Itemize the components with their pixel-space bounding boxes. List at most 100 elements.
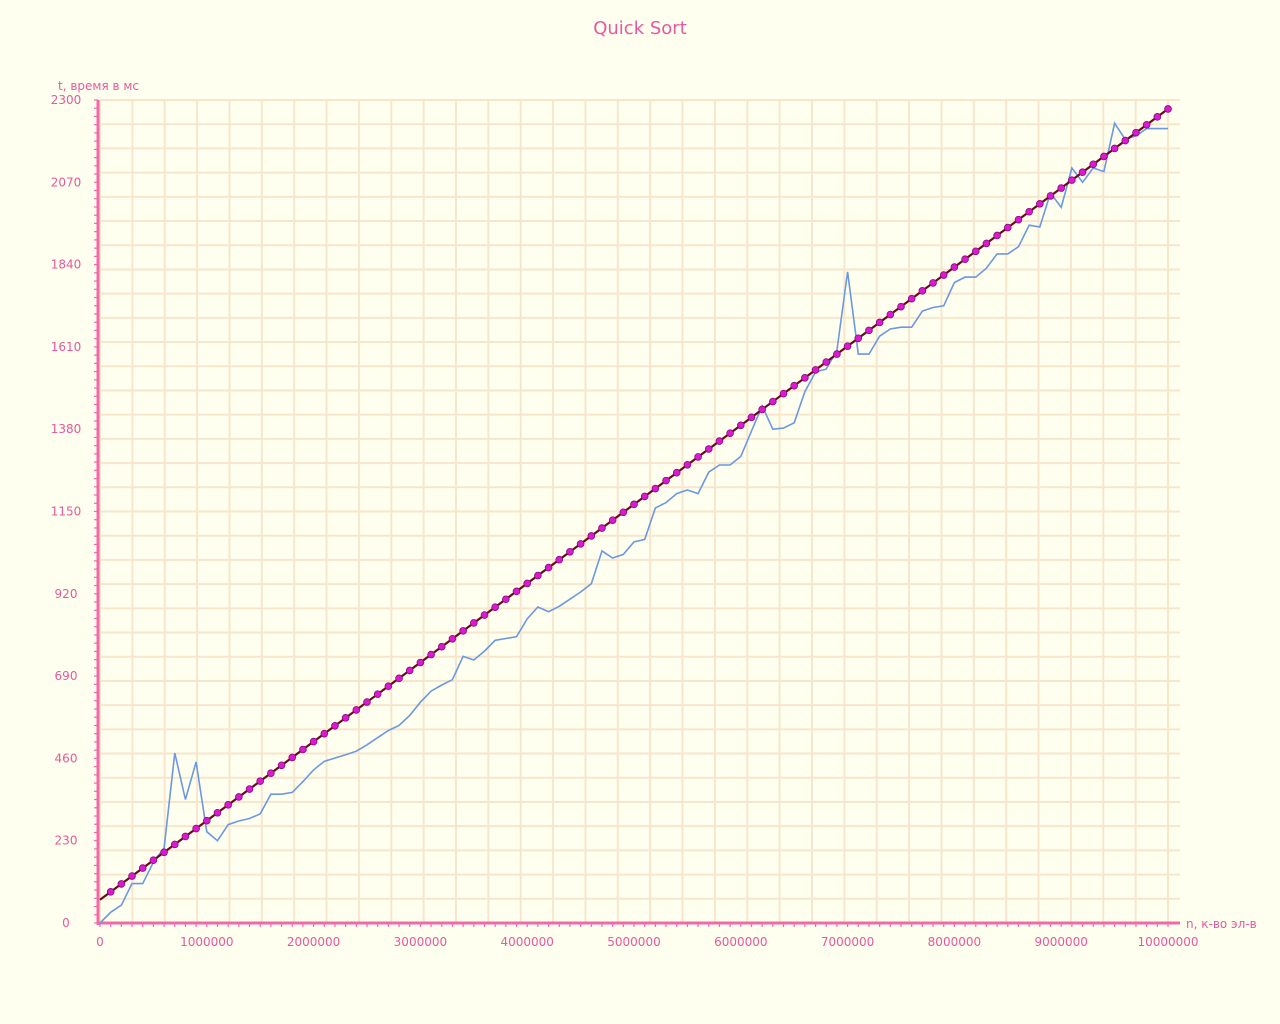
fit-marker-point xyxy=(117,880,126,888)
fit-marker-point xyxy=(405,666,414,675)
fit-marker-point xyxy=(128,872,136,880)
x-tick-label: 8000000 xyxy=(928,935,981,949)
fit-marker-point xyxy=(587,532,596,540)
fit-marker-point xyxy=(833,350,841,358)
fit-marker-point xyxy=(790,381,798,390)
y-tick-label: 1840 xyxy=(51,258,82,272)
fit-marker-point xyxy=(982,239,991,248)
fit-marker-point xyxy=(598,524,606,532)
fit-marker-point xyxy=(672,468,681,477)
x-tick-label: 0 xyxy=(96,935,104,949)
fit-marker-point xyxy=(512,587,521,596)
fit-marker-point xyxy=(907,294,916,303)
fit-marker-point xyxy=(203,816,211,825)
x-tick-label: 9000000 xyxy=(1034,935,1087,949)
fit-marker-point xyxy=(138,864,147,872)
y-axis-label: t, время в мс xyxy=(58,79,139,93)
fit-marker-point xyxy=(256,777,265,785)
fit-marker-point xyxy=(886,310,895,319)
fit-marker-point xyxy=(801,374,809,382)
fit-marker-point xyxy=(726,429,734,437)
fit-marker-point xyxy=(160,848,168,857)
fit-marker-point xyxy=(170,840,179,849)
fit-marker-point xyxy=(384,682,393,691)
y-tick-label: 230 xyxy=(55,834,78,848)
fit-marker-point xyxy=(320,729,329,738)
fit-marker-point xyxy=(1153,113,1162,121)
fit-marker-point xyxy=(523,579,531,588)
fit-marker-point xyxy=(715,437,724,445)
fit-marker-point xyxy=(491,603,499,611)
fit-marker-point xyxy=(1078,168,1087,177)
y-tick-label: 1380 xyxy=(51,422,82,436)
x-tick-label: 4000000 xyxy=(500,935,553,949)
y-tick-label: 0 xyxy=(62,916,70,930)
fit-marker-point xyxy=(683,461,692,469)
fit-marker-point xyxy=(341,714,350,722)
fit-marker-point xyxy=(149,856,158,865)
y-tick-label: 1610 xyxy=(51,340,82,354)
fit-marker-point xyxy=(1014,215,1023,224)
y-tick-label: 2070 xyxy=(51,175,82,189)
fit-marker-point xyxy=(1068,176,1076,184)
fit-marker-point xyxy=(309,737,318,746)
fit-marker-point xyxy=(299,745,307,754)
axes: 0 230 460 690 920 1150 1380 1610 1840 2070 2300 0 10… xyxy=(51,93,1199,949)
fit-marker-point xyxy=(106,888,115,896)
fit-marker-point xyxy=(192,824,200,833)
fit-marker-point xyxy=(277,761,286,770)
x-tick-label: 3000000 xyxy=(394,935,447,949)
fit-marker-point xyxy=(779,389,788,398)
fit-marker-point xyxy=(245,785,254,793)
fit-marker-point xyxy=(235,793,243,801)
fit-marker-point xyxy=(267,769,275,778)
fit-marker-point xyxy=(897,302,905,311)
fit-marker-point xyxy=(950,263,959,271)
fit-marker-point xyxy=(1164,105,1172,113)
fit-marker-point xyxy=(875,318,884,327)
y-tick-label: 1150 xyxy=(51,505,82,519)
fit-marker-point xyxy=(534,571,542,580)
fit-marker-point xyxy=(918,287,927,295)
x-tick-label: 1000000 xyxy=(180,935,233,949)
fit-marker-point xyxy=(469,619,478,627)
fit-marker-point xyxy=(373,690,382,698)
fit-marker-point xyxy=(769,397,777,406)
fit-marker-point xyxy=(993,231,1001,240)
fit-marker-point xyxy=(630,500,638,509)
fit-marker-point xyxy=(961,255,969,263)
fit-marker-point xyxy=(181,832,190,841)
fit-marker-point xyxy=(619,508,628,517)
fit-marker-point xyxy=(662,476,670,485)
fit-marker-point xyxy=(576,540,585,548)
x-tick-label: 2000000 xyxy=(287,935,340,949)
fit-marker-point xyxy=(747,413,756,422)
fit-marker-point xyxy=(288,753,297,762)
x-tick-label: 10000000 xyxy=(1137,935,1198,949)
y-tick-label: 920 xyxy=(55,587,78,601)
measured-series-line xyxy=(99,121,1168,924)
fit-marker-point xyxy=(865,326,873,335)
fit-marker-point xyxy=(971,247,980,256)
fit-marker-point xyxy=(608,516,617,524)
fit-marker-point xyxy=(555,555,564,564)
fit-marker-point xyxy=(1057,184,1065,192)
y-tick-label: 2300 xyxy=(51,93,82,107)
fit-marker-point xyxy=(704,445,713,453)
fit-marker-point xyxy=(213,808,222,817)
fit-marker-point xyxy=(448,634,457,643)
fit-marker-point xyxy=(427,650,435,659)
fit-marker-point xyxy=(566,547,574,556)
fit-marker-point xyxy=(1121,136,1130,145)
fit-marker-point xyxy=(502,595,510,604)
fit-marker-point xyxy=(939,271,948,279)
fit-marker-point xyxy=(694,453,702,461)
fit-marker-point xyxy=(224,801,232,809)
fit-marker-point xyxy=(480,611,489,619)
x-tick-label: 7000000 xyxy=(821,935,874,949)
fit-marker-point xyxy=(822,358,831,366)
fit-marker-point xyxy=(1142,120,1151,129)
fit-marker-point xyxy=(1046,192,1055,200)
x-axis-label: n, к-во эл-в xyxy=(1186,917,1257,931)
